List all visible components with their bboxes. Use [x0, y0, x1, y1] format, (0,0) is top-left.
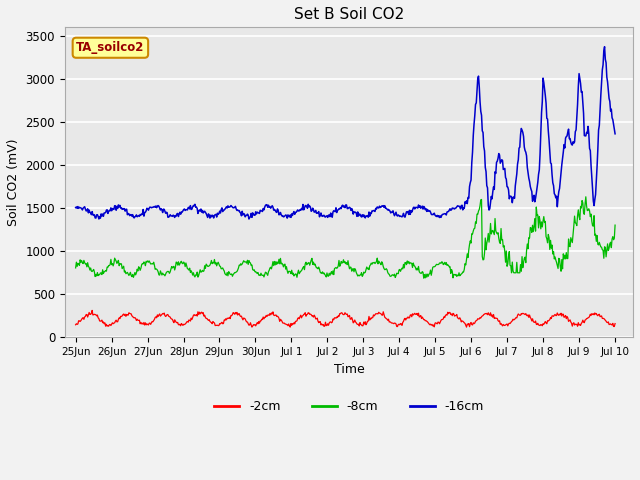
Legend: -2cm, -8cm, -16cm: -2cm, -8cm, -16cm — [209, 395, 489, 418]
Title: Set B Soil CO2: Set B Soil CO2 — [294, 7, 404, 22]
Y-axis label: Soil CO2 (mV): Soil CO2 (mV) — [7, 139, 20, 226]
Text: TA_soilco2: TA_soilco2 — [76, 41, 145, 54]
X-axis label: Time: Time — [333, 363, 364, 376]
